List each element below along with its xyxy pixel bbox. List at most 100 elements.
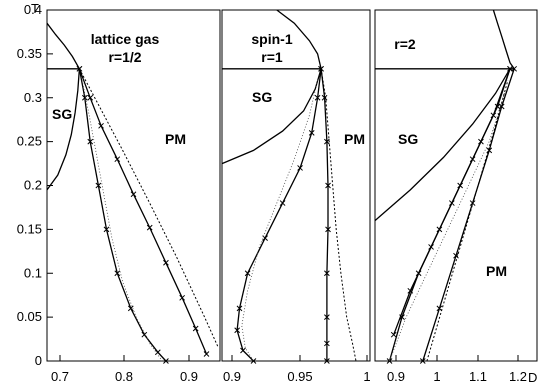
y-tick-label: 0: [35, 353, 42, 368]
series-point: [163, 259, 169, 266]
x-tick-label: 0.8: [115, 369, 133, 384]
region-label-sg: SG: [252, 89, 272, 105]
region-label-pm: PM: [486, 263, 507, 279]
series-point: [324, 138, 330, 145]
series-point: [192, 325, 199, 332]
x-tick-label: 1: [363, 369, 370, 384]
series-point: [81, 94, 88, 101]
region-label-sg: SG: [398, 131, 418, 147]
series-line: [236, 68, 322, 362]
series-point: [179, 294, 186, 301]
series-line: [320, 68, 357, 362]
y-tick-label: 0.25: [17, 134, 42, 149]
y-tick-label: 0.35: [17, 46, 42, 61]
series-point: [419, 358, 426, 364]
region-label-pm: PM: [165, 131, 186, 147]
y-tick-label: 0.2: [24, 178, 42, 193]
series-point: [428, 244, 434, 250]
series-point: [146, 224, 153, 231]
series-point: [240, 347, 246, 354]
series-line: [78, 68, 219, 349]
x-tick-label: 0.9: [180, 369, 198, 384]
panel-title: r=1/2: [108, 49, 141, 65]
series-point: [141, 331, 148, 338]
y-axis-label: T: [31, 1, 39, 16]
series-point: [407, 287, 414, 294]
series-point: [154, 349, 161, 356]
series-line: [426, 80, 509, 362]
series-line: [81, 80, 163, 362]
series-line: [46, 68, 81, 191]
series-point: [163, 358, 169, 364]
panel-title: spin-1: [251, 31, 292, 47]
series-point: [98, 122, 104, 129]
series-layer: [46, 9, 518, 364]
series-point: [95, 182, 102, 189]
y-tick-label: 0.15: [17, 221, 42, 236]
series-point: [130, 191, 137, 198]
series-point: [325, 182, 331, 189]
panel-frame: [374, 9, 538, 362]
series-line: [78, 68, 208, 355]
panel-frame: [221, 9, 371, 362]
series-point: [250, 358, 257, 364]
series-line: [389, 88, 507, 362]
series-point: [469, 156, 476, 163]
series-point: [87, 138, 94, 145]
series-point: [297, 165, 303, 171]
x-tick-label: 1.2: [509, 369, 527, 384]
x-tick-label: 1: [433, 369, 440, 384]
series-line: [422, 68, 515, 362]
series-line: [388, 68, 511, 362]
series-point: [324, 340, 330, 347]
series-point: [390, 331, 397, 338]
series-point: [244, 270, 251, 277]
series-point: [490, 112, 497, 119]
series-point: [114, 156, 121, 163]
x-axis-label: D: [528, 370, 537, 385]
series-point: [127, 305, 134, 312]
series-point: [324, 358, 330, 364]
panel-frames: [46, 9, 538, 362]
x-tick-label: 0.9: [223, 369, 241, 384]
series-line: [276, 9, 322, 69]
series-point: [76, 65, 83, 72]
series-line: [492, 9, 515, 70]
series-point: [453, 252, 459, 259]
series-line: [241, 80, 318, 362]
axis-ticks: [47, 9, 519, 362]
text-layer: 0 0.05 0.1 0.15 0.2 0.25 0.3 0.35 0.4T D 0.7 0.8 0.9…: [17, 1, 538, 385]
x-tick-label: 1.1: [469, 369, 487, 384]
series-point: [507, 65, 513, 72]
series-point: [448, 200, 455, 206]
panel-title: r=1: [261, 49, 283, 65]
series-point: [236, 305, 243, 312]
series-point: [234, 327, 241, 334]
region-label-sg: SG: [52, 106, 72, 122]
panel-title: lattice gas: [91, 31, 160, 47]
series-point: [324, 314, 330, 320]
series-point: [511, 65, 518, 72]
series-line: [46, 22, 80, 70]
series-point: [103, 226, 110, 233]
series-line: [78, 68, 167, 362]
panel-title: r=2: [394, 36, 416, 52]
x-tick-label: 0.7: [51, 369, 69, 384]
series-point: [436, 305, 443, 312]
y-tick-label: 0.1: [24, 265, 42, 280]
y-tick-label: 0.05: [17, 309, 42, 324]
y-tick-label: 0.3: [24, 90, 42, 105]
series-point: [325, 226, 331, 233]
x-tick-label: 0.95: [287, 369, 312, 384]
series-point: [87, 94, 94, 101]
series-point: [279, 200, 286, 206]
series-point: [314, 94, 321, 101]
series-line: [374, 68, 511, 222]
series-point: [114, 270, 121, 277]
region-label-pm: PM: [344, 131, 365, 147]
series-point: [318, 65, 324, 72]
series-point: [324, 270, 330, 277]
series-point: [321, 94, 328, 101]
series-point: [203, 351, 210, 357]
